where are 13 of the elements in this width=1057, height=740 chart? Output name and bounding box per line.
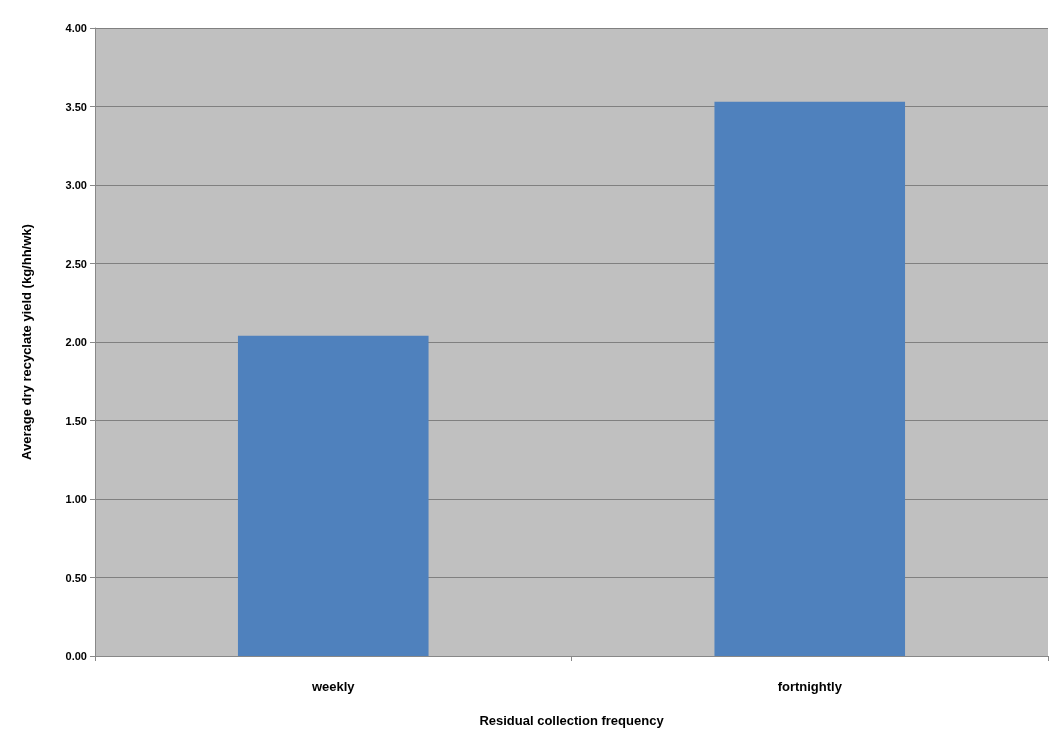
y-tick-label: 3.50: [65, 100, 87, 113]
y-tick-label: 0.50: [65, 571, 87, 584]
y-tick-label: 2.50: [65, 257, 87, 270]
y-tick-label: 2.00: [65, 336, 87, 348]
y-tick-label: 3.00: [65, 179, 87, 191]
y-axis-title: Average dry recyclate yield (kg/hh/wk): [19, 224, 34, 460]
y-tick-label: 0.00: [65, 650, 87, 662]
x-tick-label: weekly: [310, 679, 356, 694]
y-tick-label: 4.00: [65, 22, 87, 34]
y-tick-label: 1.00: [65, 493, 87, 505]
x-tick-label: fortnightly: [777, 679, 843, 694]
y-tick-label: 1.50: [65, 414, 87, 427]
x-axis-title: Residual collection frequency: [479, 713, 665, 728]
